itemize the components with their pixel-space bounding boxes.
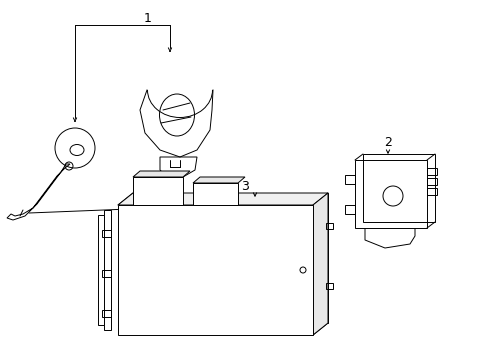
Text: 2: 2	[383, 136, 391, 149]
Polygon shape	[193, 177, 244, 183]
Bar	[104, 210, 111, 330]
Polygon shape	[312, 193, 327, 335]
Bar	[102, 230, 111, 237]
Bar	[98, 215, 104, 325]
Bar	[354, 160, 426, 228]
Bar	[426, 168, 436, 175]
Bar	[133, 193, 327, 323]
Bar	[345, 175, 354, 184]
Text: 3: 3	[241, 180, 248, 193]
Bar	[325, 283, 332, 289]
Bar	[345, 205, 354, 214]
Text: 1: 1	[144, 12, 152, 24]
Bar	[118, 205, 312, 335]
Bar	[133, 177, 183, 205]
Bar	[102, 310, 111, 317]
Polygon shape	[133, 171, 190, 177]
Bar	[426, 178, 436, 185]
Polygon shape	[118, 193, 327, 205]
Bar	[102, 270, 111, 277]
Bar	[325, 223, 332, 229]
Bar	[426, 188, 436, 195]
Bar	[193, 183, 238, 205]
Bar	[362, 154, 434, 222]
